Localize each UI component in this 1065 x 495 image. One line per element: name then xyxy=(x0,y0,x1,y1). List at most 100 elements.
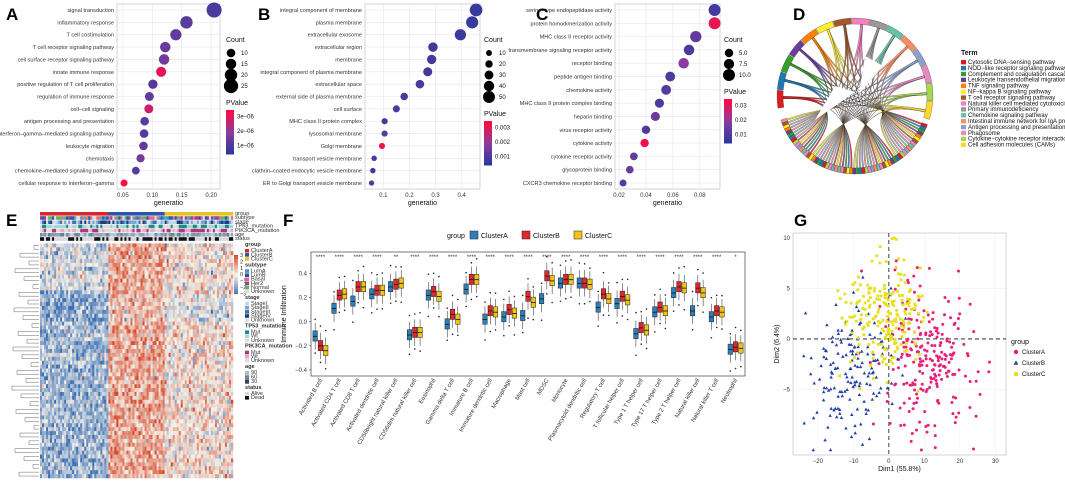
heatmap-cell xyxy=(114,302,117,307)
heatmap-cell xyxy=(202,313,206,318)
heatmap-cell xyxy=(86,352,89,358)
heatmap-cell xyxy=(186,388,190,393)
heatmap-cell xyxy=(56,380,59,385)
heatmap-cell xyxy=(116,380,119,385)
heatmap-cell xyxy=(166,309,169,315)
heatmap-cell xyxy=(208,321,212,326)
heatmap-cell xyxy=(162,360,165,365)
annotation-cell xyxy=(108,237,111,241)
heatmap-cell xyxy=(174,305,177,311)
heatmap-cell xyxy=(168,305,171,311)
heatmap-cell xyxy=(100,325,103,330)
heatmap-cell xyxy=(212,243,216,248)
heatmap-cell xyxy=(204,309,208,315)
heatmap-cell xyxy=(70,266,73,272)
heatmap-cell xyxy=(50,255,53,260)
heatmap-cell xyxy=(142,395,145,401)
heatmap-cell xyxy=(80,333,83,338)
annotation-cell xyxy=(128,212,131,216)
heatmap-cell xyxy=(50,321,53,326)
annotation-cell xyxy=(76,212,79,216)
heatmap-cell xyxy=(96,286,99,291)
heatmap-cell xyxy=(88,341,91,346)
annotation-cell xyxy=(108,212,111,216)
dot-point xyxy=(466,16,479,29)
heatmap-cell xyxy=(140,317,143,322)
annotation-cell xyxy=(82,220,85,224)
heatmap-cell xyxy=(204,255,208,260)
heatmap-cell xyxy=(50,270,53,275)
heatmap-cell xyxy=(190,309,194,315)
annotation-cell xyxy=(176,220,179,224)
heatmap-cell xyxy=(166,255,169,260)
heatmap-cell xyxy=(228,321,232,326)
heatmap-cell xyxy=(166,395,169,401)
heatmap-cell xyxy=(136,302,139,307)
annotation-cell xyxy=(208,228,212,233)
annotation-cell xyxy=(196,212,200,216)
heatmap-cell xyxy=(196,333,200,338)
heatmap-cell xyxy=(40,341,43,346)
heatmap-cell xyxy=(168,356,171,361)
heatmap-cell xyxy=(102,395,105,401)
heatmap-cell xyxy=(174,360,177,365)
heatmap-cell xyxy=(48,364,51,369)
heatmap-cell xyxy=(128,325,131,330)
panel-label-b: B xyxy=(258,5,270,24)
annotation-cell xyxy=(140,233,143,237)
term-arc xyxy=(788,40,805,58)
heatmap-cell xyxy=(44,251,47,256)
heatmap-cell xyxy=(162,274,165,279)
annotation-cell xyxy=(170,233,173,237)
heatmap-cell xyxy=(146,321,149,326)
heatmap-cell xyxy=(184,321,188,326)
annotation-cell xyxy=(160,224,163,229)
heatmap-cell xyxy=(46,376,49,381)
heatmap-cell xyxy=(190,262,194,268)
heatmap-cell xyxy=(54,348,57,354)
heatmap-cell xyxy=(124,282,127,287)
heatmap-cell xyxy=(200,352,204,358)
heatmap-cell xyxy=(112,298,115,303)
annotation-cell xyxy=(70,224,73,229)
heatmap-cell xyxy=(56,395,59,401)
heatmap-cell xyxy=(164,259,167,264)
heatmap-cell xyxy=(76,321,79,326)
heatmap-cell xyxy=(82,348,85,354)
heatmap-cell xyxy=(140,313,143,318)
heatmap-cell xyxy=(182,380,185,385)
heatmap-cell xyxy=(154,384,157,389)
heatmap-cell xyxy=(136,255,139,260)
heatmap-cell xyxy=(142,384,145,389)
heatmap-cell xyxy=(136,384,139,389)
heatmap-cell xyxy=(144,368,147,373)
heatmap-cell xyxy=(64,247,67,252)
heatmap-cell xyxy=(224,333,228,338)
heatmap-cell xyxy=(196,274,200,279)
term-legend-swatch xyxy=(961,83,966,88)
heatmap-cell xyxy=(194,302,198,307)
heatmap-cell xyxy=(126,348,129,354)
heatmap-cell xyxy=(136,278,139,283)
heatmap-cell xyxy=(52,259,55,264)
heatmap-cell xyxy=(118,341,121,346)
heatmap-cell xyxy=(196,278,200,283)
heatmap-cell xyxy=(66,352,69,358)
heatmap-cell xyxy=(60,290,63,295)
heatmap-cell xyxy=(178,302,181,307)
heatmap-cell xyxy=(182,313,185,318)
annotation-cell xyxy=(172,237,175,241)
heatmap-cell xyxy=(86,329,89,334)
annotation-cell xyxy=(112,237,115,241)
heatmap-cell xyxy=(40,274,43,279)
heatmap-cell xyxy=(200,286,204,291)
annotation-cell xyxy=(224,224,228,229)
heatmap-cell xyxy=(122,391,125,397)
heatmap-cell xyxy=(130,290,133,295)
annotation-cell xyxy=(88,224,91,229)
heatmap-cell xyxy=(62,345,65,350)
heatmap-cell xyxy=(154,266,157,272)
heatmap-cell xyxy=(142,391,145,397)
annotation-cell xyxy=(184,216,187,220)
heatmap-cell xyxy=(148,376,151,381)
